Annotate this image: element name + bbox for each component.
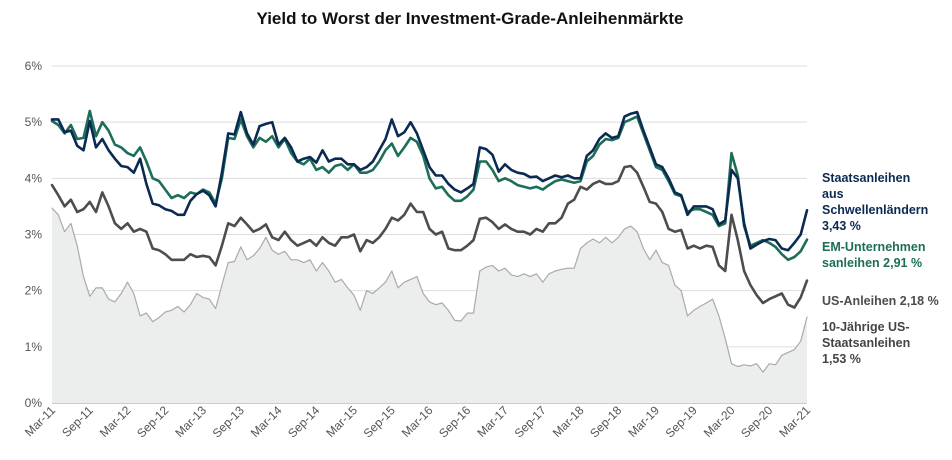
x-tick-label: Sep-19 xyxy=(663,403,700,440)
x-tick-label: Sep-18 xyxy=(587,403,624,440)
series-label-em-sovereign: Staatsanleihen aus Schwellenländern 3,43… xyxy=(822,170,932,234)
y-tick-label: 3% xyxy=(25,228,43,242)
y-tick-label: 4% xyxy=(25,171,43,185)
x-tick-label: Mar-19 xyxy=(625,403,662,440)
series-line-2 xyxy=(50,164,809,309)
x-tick-label: Sep-17 xyxy=(512,403,549,440)
series-value: 3,43 % xyxy=(822,219,861,233)
series-name: Staatsanleihen aus Schwellenländern xyxy=(822,171,929,217)
y-tick-label: 1% xyxy=(25,340,43,354)
series-line-1 xyxy=(50,109,809,262)
x-tick-label: Sep-14 xyxy=(285,403,322,440)
series-label-us-bonds: US-Anleihen 2,18 % xyxy=(822,293,947,309)
x-tick-label: Mar-13 xyxy=(172,403,209,440)
y-tick-label: 0% xyxy=(25,396,43,410)
x-tick-label: Sep-16 xyxy=(436,403,473,440)
series-name: EM-Unternehmensanleihen xyxy=(822,240,926,270)
y-tick-label: 2% xyxy=(25,284,43,298)
x-tick-label: Sep-20 xyxy=(738,403,775,440)
x-tick-label: Sep-13 xyxy=(210,403,247,440)
x-tick-label: Mar-15 xyxy=(323,403,360,440)
y-axis: 0% 1% 2% 3% 4% 5% 6% xyxy=(25,59,43,410)
x-tick-label: Sep-15 xyxy=(361,403,398,440)
x-tick-label: Mar-16 xyxy=(399,403,436,440)
x-tick-label: Mar-17 xyxy=(474,403,511,440)
series-layer xyxy=(50,109,809,403)
x-tick-label: Sep-12 xyxy=(134,403,171,440)
series-label-us-10y-treasury: 10-Jährige US-Staatsanleihen 1,53 % xyxy=(822,319,918,367)
series-name: 10-Jährige US-Staatsanleihen xyxy=(822,320,911,350)
series-line-0 xyxy=(50,110,809,252)
y-tick-label: 5% xyxy=(25,115,43,129)
series-value: 2,91 % xyxy=(883,256,923,270)
x-axis: Mar-11 Sep-11 Mar-12 Sep-12 Mar-13 Sep-13 Mar-… xyxy=(22,403,813,440)
x-tick-label: Mar-20 xyxy=(701,403,738,440)
series-value: 1,53 % xyxy=(822,352,861,366)
series-value: 2,18 % xyxy=(899,294,939,308)
x-tick-label: Mar-21 xyxy=(776,403,813,440)
x-tick-label: Sep-11 xyxy=(59,403,96,440)
chart-title: Yield to Worst der Investment-Grade-Anle… xyxy=(256,9,684,28)
series-name: US-Anleihen xyxy=(822,294,897,308)
series-label-em-corporate: EM-Unternehmensanleihen 2,91 % xyxy=(822,239,932,271)
x-tick-label: Mar-14 xyxy=(248,403,285,440)
x-tick-label: Mar-18 xyxy=(550,403,587,440)
series-area-us-10y-treasury xyxy=(52,208,807,403)
x-tick-label: Mar-12 xyxy=(97,403,134,440)
series-line-3 xyxy=(51,207,808,373)
y-tick-label: 6% xyxy=(25,59,43,73)
